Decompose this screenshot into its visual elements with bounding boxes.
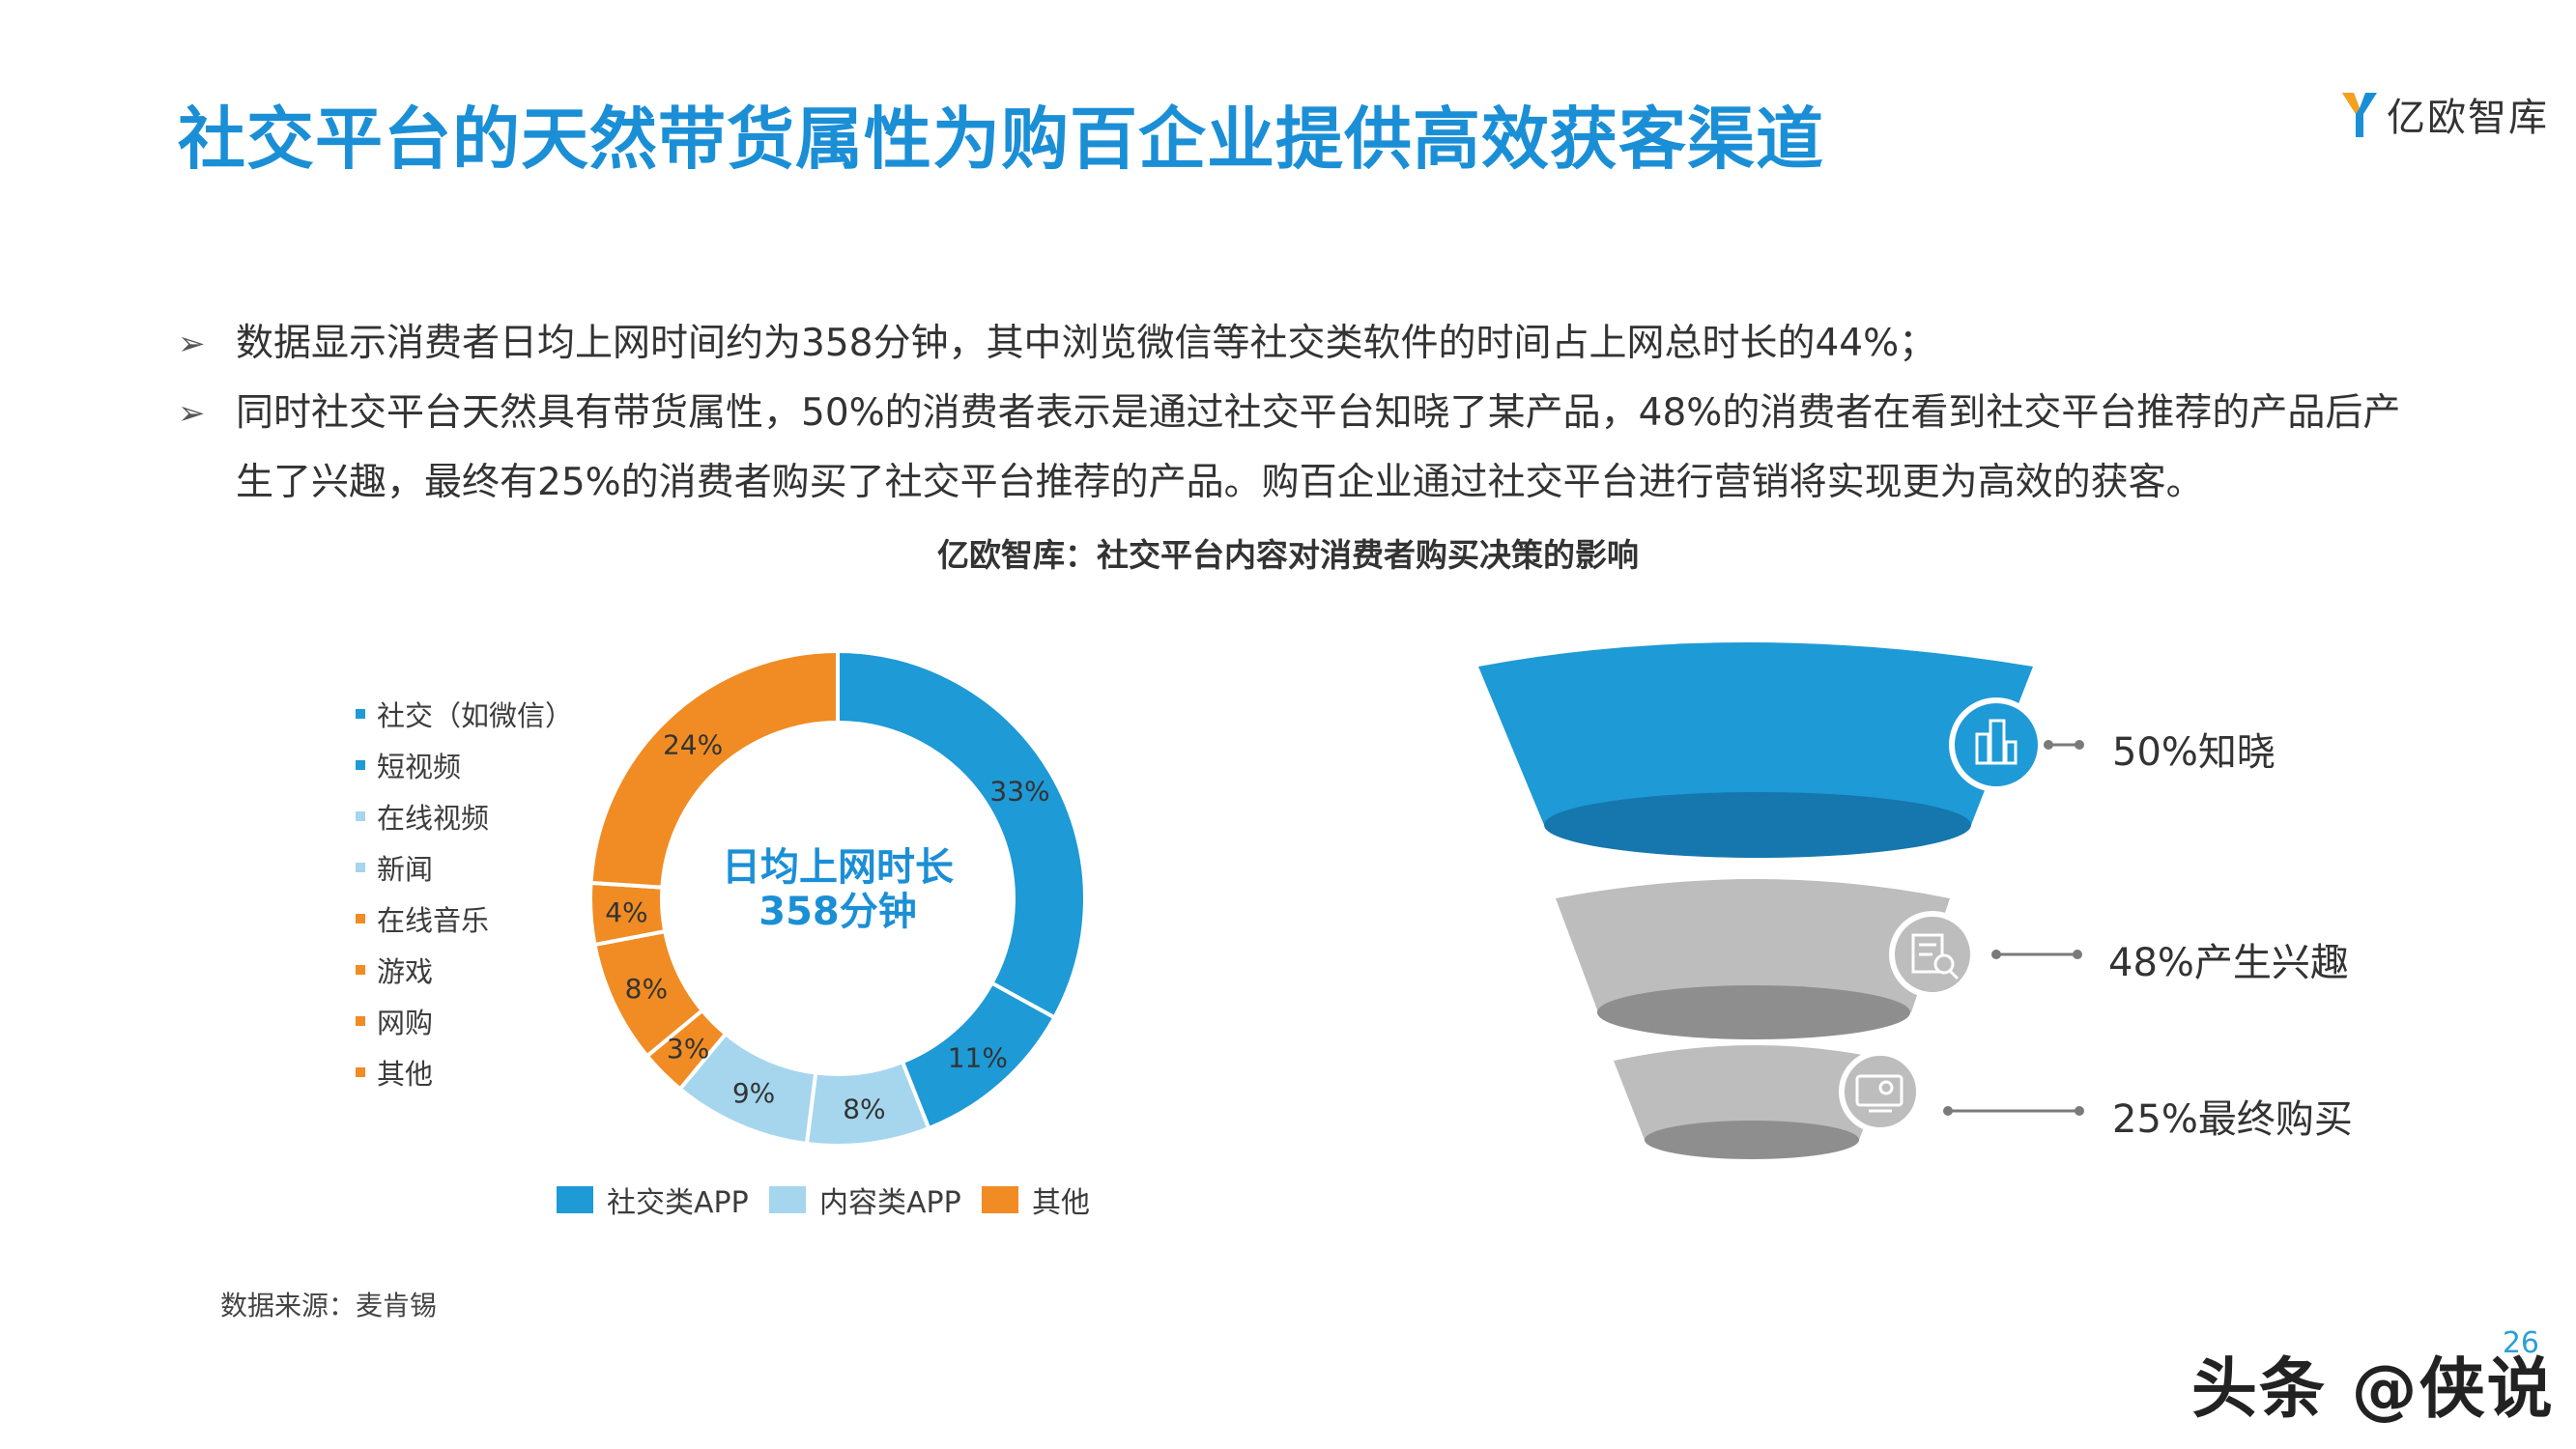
legend-label: 网购	[377, 1007, 434, 1039]
chart-title: 亿欧智库：社交平台内容对消费者购买决策的影响	[937, 536, 1639, 574]
group-legend-item: 社交类APP	[557, 1179, 749, 1221]
donut-slice-label: 33%	[989, 776, 1049, 808]
buildings-icon	[1949, 697, 2044, 792]
legend-swatch	[356, 760, 365, 770]
funnel-label-purchase: 25%最终购买	[2112, 1097, 2353, 1142]
page-title: 社交平台的天然带货属性为购百企业提供高效获客渠道	[178, 99, 1824, 179]
funnel-segment-base	[1597, 985, 1910, 1039]
funnel-label-awareness: 50%知晓	[2112, 730, 2275, 775]
group-legend-label: 其他	[1032, 1186, 1090, 1220]
legend-label: 其他	[377, 1058, 434, 1091]
watermark: 头条 @侠说	[2191, 1351, 2555, 1428]
legend-swatch	[356, 811, 365, 821]
donut-center-label-line-2: 358分钟	[758, 890, 917, 934]
page-number: 26	[2502, 1326, 2539, 1360]
group-legend-swatch	[982, 1186, 1018, 1213]
donut-slice-label: 3%	[667, 1033, 709, 1065]
legend-label: 新闻	[377, 853, 434, 886]
bullet-marker: ➢	[178, 394, 206, 433]
donut-slice-label: 24%	[663, 728, 723, 760]
funnel-segment-base	[1544, 792, 1971, 858]
legend-label: 社交（如微信）	[377, 699, 574, 732]
group-legend-swatch	[557, 1186, 593, 1213]
legend-label: 游戏	[377, 955, 434, 988]
donut-center-label-line-1: 日均上网时长	[722, 845, 954, 890]
donut-slice-label: 4%	[605, 896, 647, 928]
legend-swatch	[356, 1016, 365, 1026]
donut-slice-label: 11%	[948, 1041, 1008, 1073]
bullet-marker: ➢	[178, 325, 206, 363]
logo-text: 亿欧智库	[2387, 96, 2549, 140]
legend-item: 网购	[356, 1001, 433, 1041]
group-legend-label: 社交类APP	[607, 1186, 749, 1220]
bullet-2: ➢ 同时社交平台天然具有带货属性，50%的消费者表示是通过社交平台知晓了某产品，…	[178, 379, 2401, 518]
funnel-segment	[1478, 642, 2033, 842]
donut-slice-label: 8%	[625, 973, 668, 1005]
donut-slice	[836, 648, 1087, 1021]
legend-label: 在线音乐	[377, 904, 490, 937]
funnel-stage-1	[1478, 642, 2033, 858]
legend-item: 社交（如微信）	[356, 694, 573, 734]
donut-slice-label: 9%	[732, 1077, 775, 1109]
legend-item: 新闻	[356, 847, 433, 888]
funnel-segment-base	[1645, 1121, 1859, 1159]
legend-label: 在线视频	[377, 802, 490, 835]
group-legend-swatch	[769, 1186, 806, 1213]
funnel-stage-3	[1614, 1045, 1890, 1159]
donut-slice-label: 8%	[843, 1093, 885, 1124]
funnel-label-interest: 48%产生兴趣	[2108, 941, 2349, 985]
legend-swatch	[356, 709, 365, 719]
data-source: 数据来源：麦肯锡	[220, 1290, 438, 1321]
monitor-icon	[1839, 1050, 1922, 1133]
legend-swatch	[356, 1067, 365, 1077]
legend-item: 在线视频	[356, 796, 489, 837]
group-legend-label: 内容类APP	[819, 1186, 961, 1220]
legend-item: 其他	[356, 1052, 433, 1093]
legend-item: 游戏	[356, 950, 433, 990]
legend-swatch	[356, 863, 365, 872]
bullet-text: 数据显示消费者日均上网时间约为358分钟，其中浏览微信等社交类软件的时间占上网总…	[236, 322, 1937, 365]
document-search-icon	[1889, 911, 1976, 998]
yiou-logo-icon	[2342, 93, 2377, 137]
group-legend-item: 其他	[982, 1179, 1090, 1221]
bullet-text-line-1: 同时社交平台天然具有带货属性，50%的消费者表示是通过社交平台知晓了某产品，48…	[236, 391, 2401, 435]
bullet-1: ➢ 数据显示消费者日均上网时间约为358分钟，其中浏览微信等社交类软件的时间占上…	[178, 309, 1937, 379]
donut-slice	[588, 648, 840, 890]
logo: 亿欧智库	[2340, 85, 2549, 143]
group-legend-item: 内容类APP	[769, 1179, 961, 1221]
funnel-segment	[1556, 879, 1950, 1026]
legend-item: 在线音乐	[356, 898, 489, 939]
funnel-stage-2	[1556, 879, 1950, 1039]
legend-swatch	[356, 965, 365, 975]
funnel-segment	[1614, 1045, 1890, 1151]
legend-item: 短视频	[356, 745, 461, 785]
funnel-chart	[1478, 642, 2084, 1159]
bullet-text-line-2: 生了兴趣，最终有25%的消费者购买了社交平台推荐的产品。购百企业通过社交平台进行…	[236, 461, 2204, 504]
legend-label: 短视频	[377, 751, 462, 783]
legend-swatch	[356, 914, 365, 923]
